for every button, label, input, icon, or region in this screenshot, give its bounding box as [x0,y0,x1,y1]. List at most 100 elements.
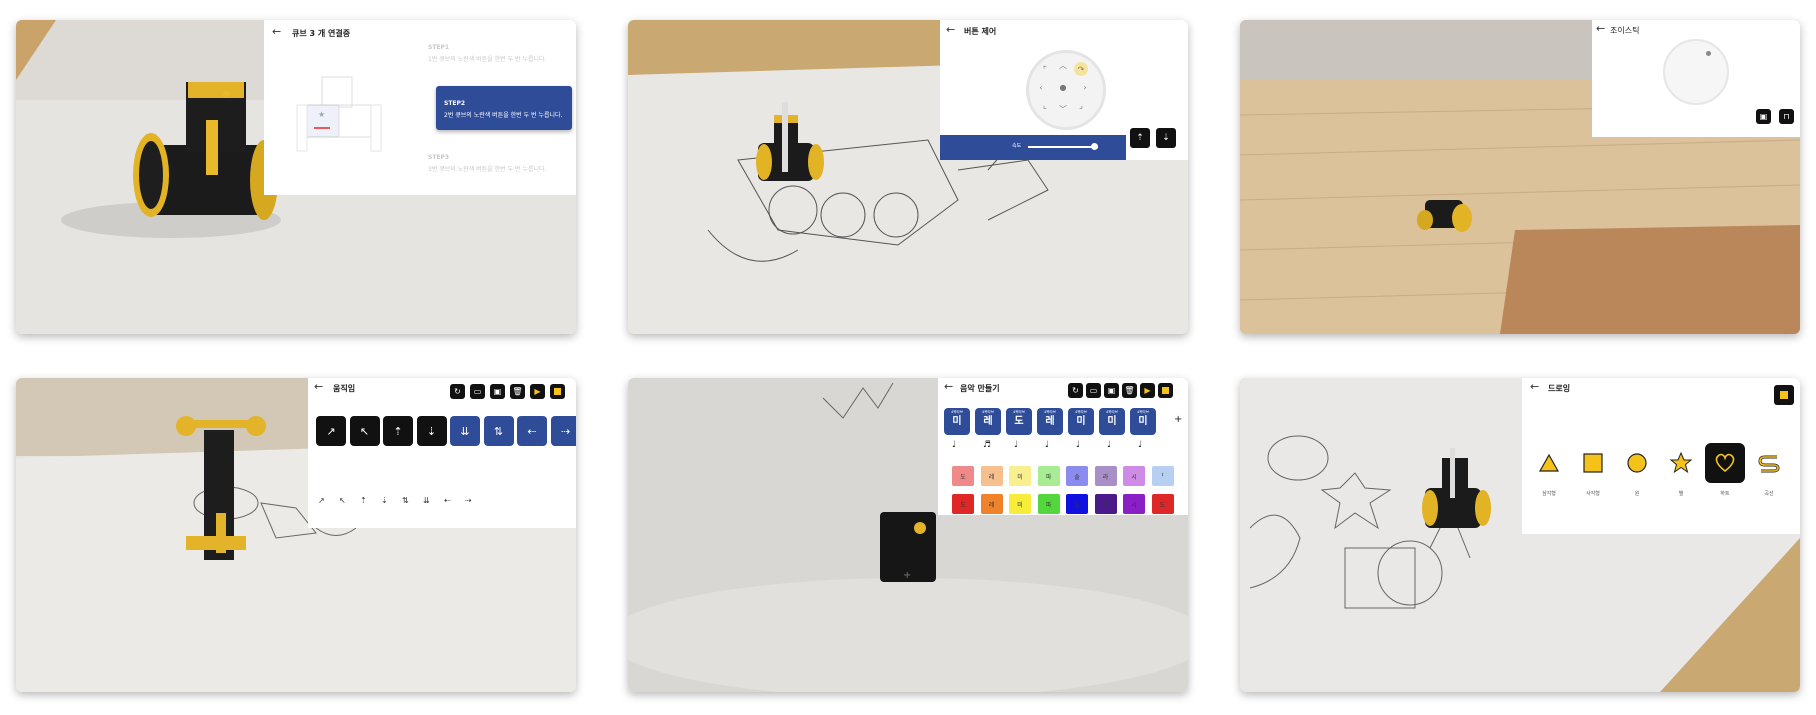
back-icon[interactable]: ← [1530,380,1540,393]
joystick-pad[interactable] [1663,39,1729,105]
note-duration-icon[interactable]: ♩ [1138,440,1143,450]
stop-icon[interactable] [550,384,565,399]
save-icon[interactable]: ▣ [1104,383,1119,398]
arrow-down-left-icon[interactable]: ⌞ [1043,100,1047,110]
curve-icon[interactable] [1754,448,1784,478]
note-key[interactable]: 도 [952,466,974,486]
note-key[interactable]: 레 [980,494,1003,514]
arrow-right-icon[interactable]: › [1083,82,1087,92]
triangle-icon[interactable] [1534,448,1564,478]
shape-label: 별 [1678,491,1684,497]
motion-block[interactable]: ↗ [316,416,346,446]
joystick-knob[interactable] [1706,51,1711,56]
note-key[interactable]: 라 [1094,466,1117,486]
trash-icon[interactable]: 🗑 [510,384,525,399]
note-key[interactable]: 도 [1151,494,1174,514]
heart-icon[interactable] [1705,443,1745,483]
tile-joystick: ← 조이스틱 ▣ ⊓ [1240,20,1800,334]
timeline-motion-icon[interactable]: ⇅ [402,496,409,505]
motion-block[interactable]: ⇊ [450,416,480,446]
back-icon[interactable]: ← [272,25,282,38]
star-icon[interactable] [1666,448,1696,478]
note-name: 도 [1014,416,1024,427]
folder-icon[interactable]: ▭ [1086,383,1101,398]
note-octave: 4옥타브 [1137,410,1149,414]
arrow-down-icon[interactable]: ﹀ [1059,104,1067,114]
motion-block[interactable]: ↖ [349,416,380,446]
timeline-motion-icon[interactable]: ⇣ [381,496,388,505]
motion-block[interactable]: ⇅ [483,416,514,446]
note-block[interactable]: 4옥타브 미 [944,408,970,435]
stop-icon[interactable] [1158,383,1173,398]
arrow-down-right-icon[interactable]: ⌟ [1079,100,1083,110]
refresh-icon[interactable]: ↻ [1068,383,1083,398]
panel-title: 음악 만들기 [960,384,1000,393]
motion-block[interactable]: ⇣ [416,416,447,446]
arrow-left-icon[interactable]: ‹ [1039,82,1043,92]
motion-block[interactable]: ⇠ [517,416,547,446]
connect-panel: ← 큐브 3 개 연결중 ★ STEP1 1번 큐브의 노란색 버튼을 한번 두… [264,20,576,195]
note-key[interactable]: 미 [1009,494,1031,514]
note-octave: 4옥타브 [951,410,963,414]
circle-icon[interactable] [1622,448,1652,478]
refresh-icon[interactable]: ↻ [450,384,465,399]
timeline-motion-icon[interactable]: ⇊ [423,496,430,505]
note-key[interactable]: 시 [1123,466,1145,486]
rotate-right-icon[interactable]: ↷ [1074,62,1088,76]
timeline-motion-icon[interactable]: ⇢ [465,496,472,505]
motion-block[interactable]: ⇢ [550,416,576,446]
note-duration-icon[interactable]: ♩ [1107,440,1112,450]
note-name: 레 [983,416,993,427]
note-key[interactable]: 파 [1037,494,1060,514]
timeline-motion-icon[interactable]: ⇡ [360,496,367,505]
arrow-up-icon[interactable]: ︿ [1059,60,1067,70]
note-block[interactable]: 4옥타브 레 [1037,408,1063,435]
note-key[interactable]: 라 [1094,494,1117,514]
play-icon[interactable]: ▶ [530,384,545,399]
timeline-motion-icon[interactable]: ↖ [339,496,346,505]
center-dot-icon[interactable]: ● [1059,82,1067,92]
note-duration-icon[interactable]: ♩ [1076,440,1081,450]
note-key[interactable]: 레 [980,466,1003,486]
note-key[interactable]: 솔 [1066,494,1088,514]
note-duration-icon[interactable]: ♬ [983,440,992,450]
timeline-motion-icon[interactable]: ⇠ [444,496,451,505]
note-key[interactable]: 솔 [1066,466,1088,486]
note-key[interactable]: 시 [1123,494,1145,514]
timeline-motion-icon[interactable]: ↗ [318,496,325,505]
back-icon[interactable]: ← [944,380,954,393]
note-key[interactable]: 파 [1037,466,1060,486]
speed-slider-track[interactable] [1028,146,1098,148]
note-duration-icon[interactable]: ♩ [1045,440,1050,450]
note-name: 미 [1107,416,1117,427]
lock-icon[interactable]: ⊓ [1779,109,1794,124]
note-key[interactable]: 도 [952,494,974,514]
save-icon[interactable]: ▣ [490,384,505,399]
speed-up-icon[interactable]: ⇡ [1130,128,1150,148]
play-icon[interactable]: ▶ [1140,383,1155,398]
speed-slider-thumb[interactable] [1091,143,1098,150]
arrow-up-left-icon[interactable]: ⌜ [1043,64,1047,74]
back-icon[interactable]: ← [314,380,324,393]
note-block[interactable]: 4옥타브 도 [1006,408,1032,435]
note-key[interactable]: 𝄽 [1151,466,1174,486]
add-note-button[interactable]: + [1174,414,1183,425]
note-block[interactable]: 4옥타브 미 [1068,408,1094,435]
step-2-active[interactable]: STEP2 2번 큐브의 노란색 버튼을 한번 두 번 누릅니다. [436,86,572,130]
back-icon[interactable]: ← [946,23,956,36]
motion-block[interactable]: ⇡ [383,416,413,446]
note-duration-icon[interactable]: ♩ [1014,440,1019,450]
note-duration-icon[interactable]: ♩ [952,440,957,450]
save-icon[interactable]: ▣ [1756,109,1771,124]
stop-icon[interactable] [1774,385,1794,405]
note-block[interactable]: 4옥타브 레 [975,408,1001,435]
trash-icon[interactable]: 🗑 [1122,383,1137,398]
note-block[interactable]: 4옥타브 미 [1099,408,1125,435]
speed-down-icon[interactable]: ⇣ [1156,128,1176,148]
square-icon[interactable] [1578,448,1608,478]
note-key[interactable]: 미 [1009,466,1031,486]
folder-icon[interactable]: ▭ [470,384,485,399]
back-icon[interactable]: ← [1596,22,1606,35]
note-name: 미 [1138,416,1148,427]
